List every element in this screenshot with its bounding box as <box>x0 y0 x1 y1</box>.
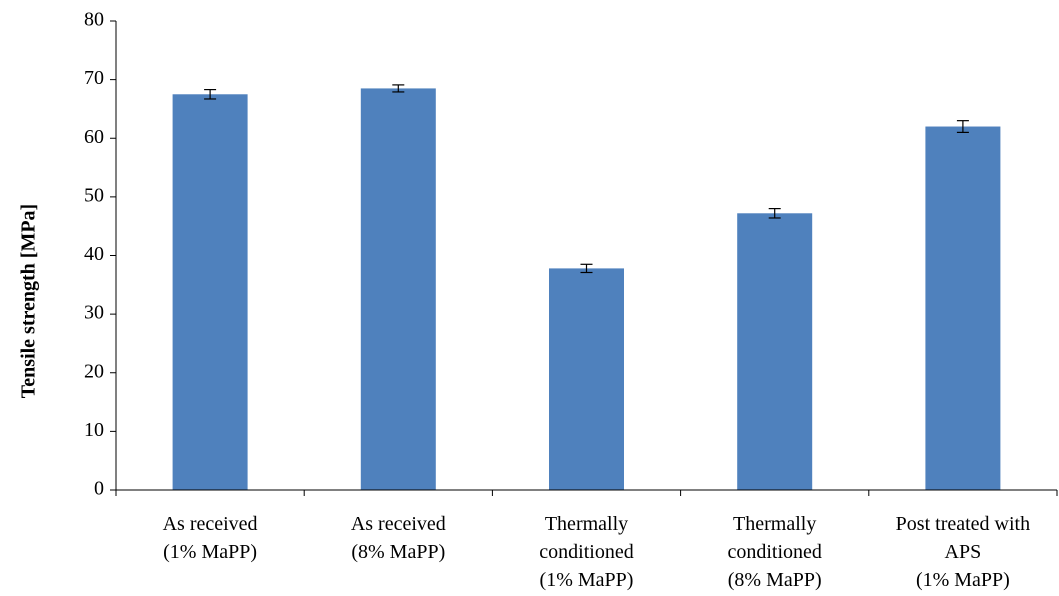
x-tick-label-line: As received <box>163 513 258 535</box>
y-tick-label: 0 <box>94 478 104 500</box>
y-tick-label: 80 <box>84 9 104 31</box>
y-tick-label: 40 <box>84 243 104 265</box>
y-tick-label: 50 <box>84 184 104 206</box>
bar <box>172 94 248 490</box>
x-tick-label: Thermally conditioned (1% MaPP) <box>539 513 633 591</box>
x-tick-label: As received (8% MaPP) <box>351 513 446 563</box>
x-tick-label: Post treated with APS (1% MaPP) <box>896 513 1030 591</box>
y-tick-label: 70 <box>84 67 104 89</box>
y-tick-label: 60 <box>84 126 104 148</box>
x-tick-label-line: (8% MaPP) <box>351 541 445 563</box>
bar <box>737 213 813 491</box>
x-tick-label-line: (1% MaPP) <box>540 569 634 591</box>
x-tick-label-line: Post treated with <box>896 513 1030 535</box>
y-axis-title: Tensile strength [MPa] <box>18 204 40 398</box>
y-tick-label: 20 <box>84 360 104 382</box>
x-tick-label-line: (8% MaPP) <box>728 569 822 591</box>
y-tick-label: 10 <box>84 419 104 441</box>
x-tick-label-line: As received <box>351 513 446 535</box>
x-tick-label-line: Thermally <box>733 513 816 535</box>
bar <box>549 268 624 490</box>
y-tick-label: 30 <box>84 302 104 324</box>
bar <box>360 88 436 490</box>
y-axis-title-group: Tensile strength [MPa] <box>18 204 40 398</box>
x-tick-label: Thermally conditioned (8% MaPP) <box>727 513 821 591</box>
x-tick-label-line: conditioned <box>727 541 821 563</box>
x-tick-label: As received (1% MaPP) <box>163 513 258 563</box>
x-tick-label-line: (1% MaPP) <box>163 541 257 563</box>
x-tick-label-line: APS <box>945 541 982 563</box>
x-tick-label-line: conditioned <box>539 541 633 563</box>
bar <box>925 126 1001 491</box>
x-tick-label-line: Thermally <box>545 513 628 535</box>
x-tick-label-line: (1% MaPP) <box>916 569 1010 591</box>
